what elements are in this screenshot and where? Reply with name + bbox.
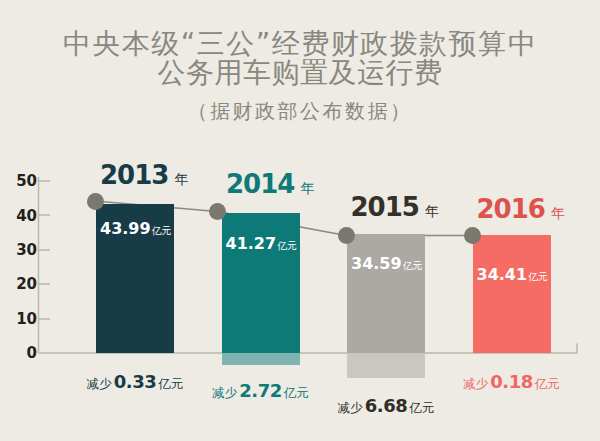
bar-value-unit: 亿元 [152, 225, 172, 236]
reduce-number: 2.72 [239, 380, 281, 401]
bar-2015: 34.59亿元 [347, 234, 425, 353]
year-label-2015: 2015 年 [351, 194, 439, 224]
year-number: 2015 [351, 192, 419, 222]
trend-dot-2013 [87, 193, 104, 210]
reduce-number: 6.68 [365, 395, 407, 416]
reduce-unit: 亿元 [158, 376, 183, 391]
bar-value-label: 34.59亿元 [351, 254, 423, 273]
reduce-label-2014: 减少2.72亿元 [212, 380, 308, 403]
bar-value-unit: 亿元 [403, 260, 423, 271]
reduce-prefix: 减少 [212, 385, 237, 400]
year-number: 2013 [100, 160, 168, 190]
reduce-number: 0.33 [114, 371, 156, 392]
y-tick-label-20: 20 [7, 276, 37, 292]
bar-2013: 43.99亿元 [96, 204, 174, 353]
trend-dot-2014 [209, 203, 226, 220]
reduce-unit: 亿元 [409, 400, 434, 415]
bar-value-number: 41.27 [226, 234, 277, 253]
bar-value-label: 34.41亿元 [477, 265, 549, 284]
y-tick-label-0: 0 [7, 345, 37, 361]
year-label-2016: 2016 年 [477, 196, 565, 226]
bar-2016: 34.41亿元 [473, 235, 551, 353]
trend-dot-2016 [464, 227, 481, 244]
y-tick-label-30: 30 [7, 242, 37, 258]
year-label-2013: 2013 年 [100, 162, 188, 192]
reduce-label-2013: 减少0.33亿元 [87, 371, 183, 394]
bar-below-axis-extension-2015 [347, 353, 425, 378]
y-tick-label-40: 40 [7, 208, 37, 224]
reduce-prefix: 减少 [338, 400, 363, 415]
bar-value-number: 34.59 [351, 254, 402, 273]
reduce-prefix: 减少 [87, 376, 112, 391]
reduce-label-2016: 减少0.18亿元 [463, 371, 559, 394]
year-unit: 年 [174, 171, 188, 187]
bar-2014: 41.27亿元 [222, 213, 300, 353]
y-tick-label-10: 10 [7, 311, 37, 327]
bar-value-label: 43.99亿元 [100, 219, 172, 238]
reduce-prefix: 减少 [463, 376, 488, 391]
reduce-label-2015: 减少6.68亿元 [338, 395, 434, 418]
reduce-number: 0.18 [490, 371, 532, 392]
year-number: 2016 [477, 194, 545, 224]
year-label-2014: 2014 年 [226, 171, 314, 201]
bar-below-axis-extension-2014 [222, 353, 300, 365]
year-unit: 年 [551, 205, 565, 221]
year-unit: 年 [300, 180, 314, 196]
bar-value-unit: 亿元 [528, 271, 548, 282]
reduce-unit: 亿元 [535, 376, 560, 391]
reduce-unit: 亿元 [284, 385, 309, 400]
bar-value-label: 41.27亿元 [226, 234, 298, 253]
bar-value-unit: 亿元 [277, 240, 297, 251]
trend-dot-2015 [338, 227, 355, 244]
y-tick-label-50: 50 [7, 173, 37, 189]
bar-value-number: 34.41 [477, 265, 528, 284]
bar-value-number: 43.99 [100, 219, 151, 238]
year-unit: 年 [425, 203, 439, 219]
year-number: 2014 [226, 169, 294, 199]
infographic-page: 中央本级“三公”经费财政拨款预算中 公务用车购置及运行费 （据财政部公布数据） … [0, 0, 600, 441]
